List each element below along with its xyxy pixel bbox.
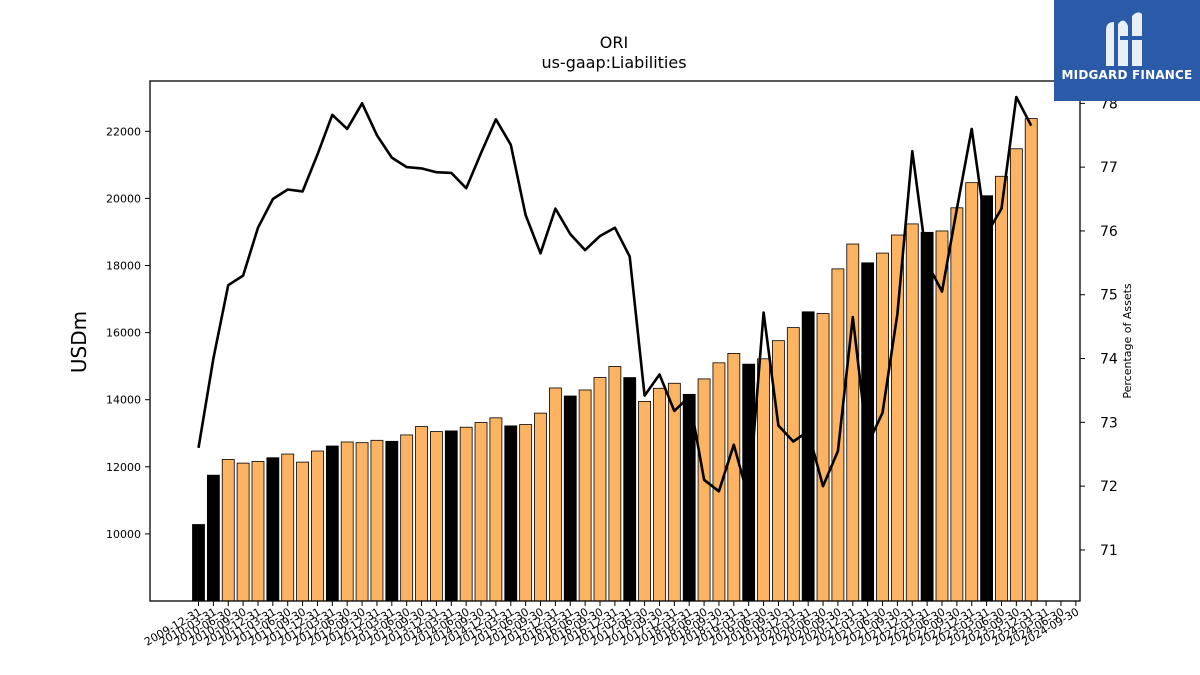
bar [861, 262, 875, 602]
y2-tick-label: 71 [1100, 543, 1118, 559]
bar [355, 442, 369, 602]
y2-tick-label: 73 [1100, 415, 1118, 431]
bar [385, 440, 399, 602]
bar [459, 426, 473, 602]
bar [489, 417, 503, 602]
bar [846, 243, 860, 602]
bar [697, 378, 711, 602]
bar [905, 223, 919, 602]
bar [653, 387, 666, 602]
bar [266, 457, 280, 602]
bar [1024, 118, 1038, 602]
bar [221, 459, 235, 602]
chart-subtitle: us-gaap:Liabilities [541, 53, 686, 72]
y-tick-label: 10000 [106, 528, 141, 541]
bar [965, 182, 979, 602]
y-tick-label: 22000 [106, 125, 141, 138]
y-tick-label: 18000 [106, 260, 141, 273]
bar [950, 207, 964, 602]
bar [534, 412, 547, 602]
y2-tick-label: 74 [1100, 352, 1118, 368]
bar [801, 311, 815, 602]
bar [430, 431, 443, 602]
y-axis-label: USDm [67, 311, 91, 373]
y2-tick-label: 75 [1100, 288, 1118, 304]
bar [325, 445, 339, 602]
bar [578, 389, 592, 602]
bar [415, 426, 428, 602]
bar [890, 234, 904, 602]
bar [370, 439, 384, 602]
y2-tick-label: 76 [1100, 224, 1118, 240]
bar [474, 422, 488, 602]
bar [311, 450, 324, 602]
bar [772, 340, 785, 602]
bar [281, 453, 295, 602]
bar [563, 395, 577, 602]
bar [638, 400, 651, 602]
bar [548, 387, 562, 602]
bar [593, 377, 607, 602]
y2-tick-label: 77 [1100, 160, 1118, 176]
y-tick-label: 12000 [106, 461, 141, 474]
bar [340, 441, 354, 602]
bar [519, 424, 533, 602]
y2-axis-label: Percentage of Assets [1121, 283, 1134, 399]
plot-area: 10000 12000 14000 16000 18000 20000 22000 71 72 7… [106, 80, 1118, 649]
bar [757, 358, 770, 602]
bar [876, 252, 889, 602]
y-tick-label: 14000 [106, 394, 141, 407]
y-tick-label: 16000 [106, 327, 141, 340]
bar [192, 524, 205, 602]
bar [727, 353, 741, 602]
bar [667, 382, 681, 602]
bar [236, 462, 250, 602]
bar [504, 425, 518, 602]
y-tick-label: 20000 [106, 192, 141, 205]
bar [816, 313, 830, 602]
percentage-line [197, 95, 1033, 501]
chart-title: ORI [600, 33, 628, 52]
bar [296, 461, 309, 602]
brand-logo: MIDGARD FINANCE [1054, 0, 1200, 101]
bar [980, 195, 994, 602]
bar [995, 175, 1008, 602]
bar [831, 268, 845, 602]
bar [608, 366, 622, 602]
bar [206, 474, 220, 602]
logo-text: MIDGARD FINANCE [1061, 68, 1193, 82]
bar [623, 377, 637, 602]
bar [444, 430, 458, 602]
bar [251, 461, 265, 602]
bar [786, 327, 800, 602]
logo-mark-icon [1106, 12, 1142, 66]
bar [400, 434, 414, 602]
y2-tick-label: 72 [1100, 479, 1118, 495]
bar [1009, 148, 1023, 602]
bar [920, 231, 934, 602]
